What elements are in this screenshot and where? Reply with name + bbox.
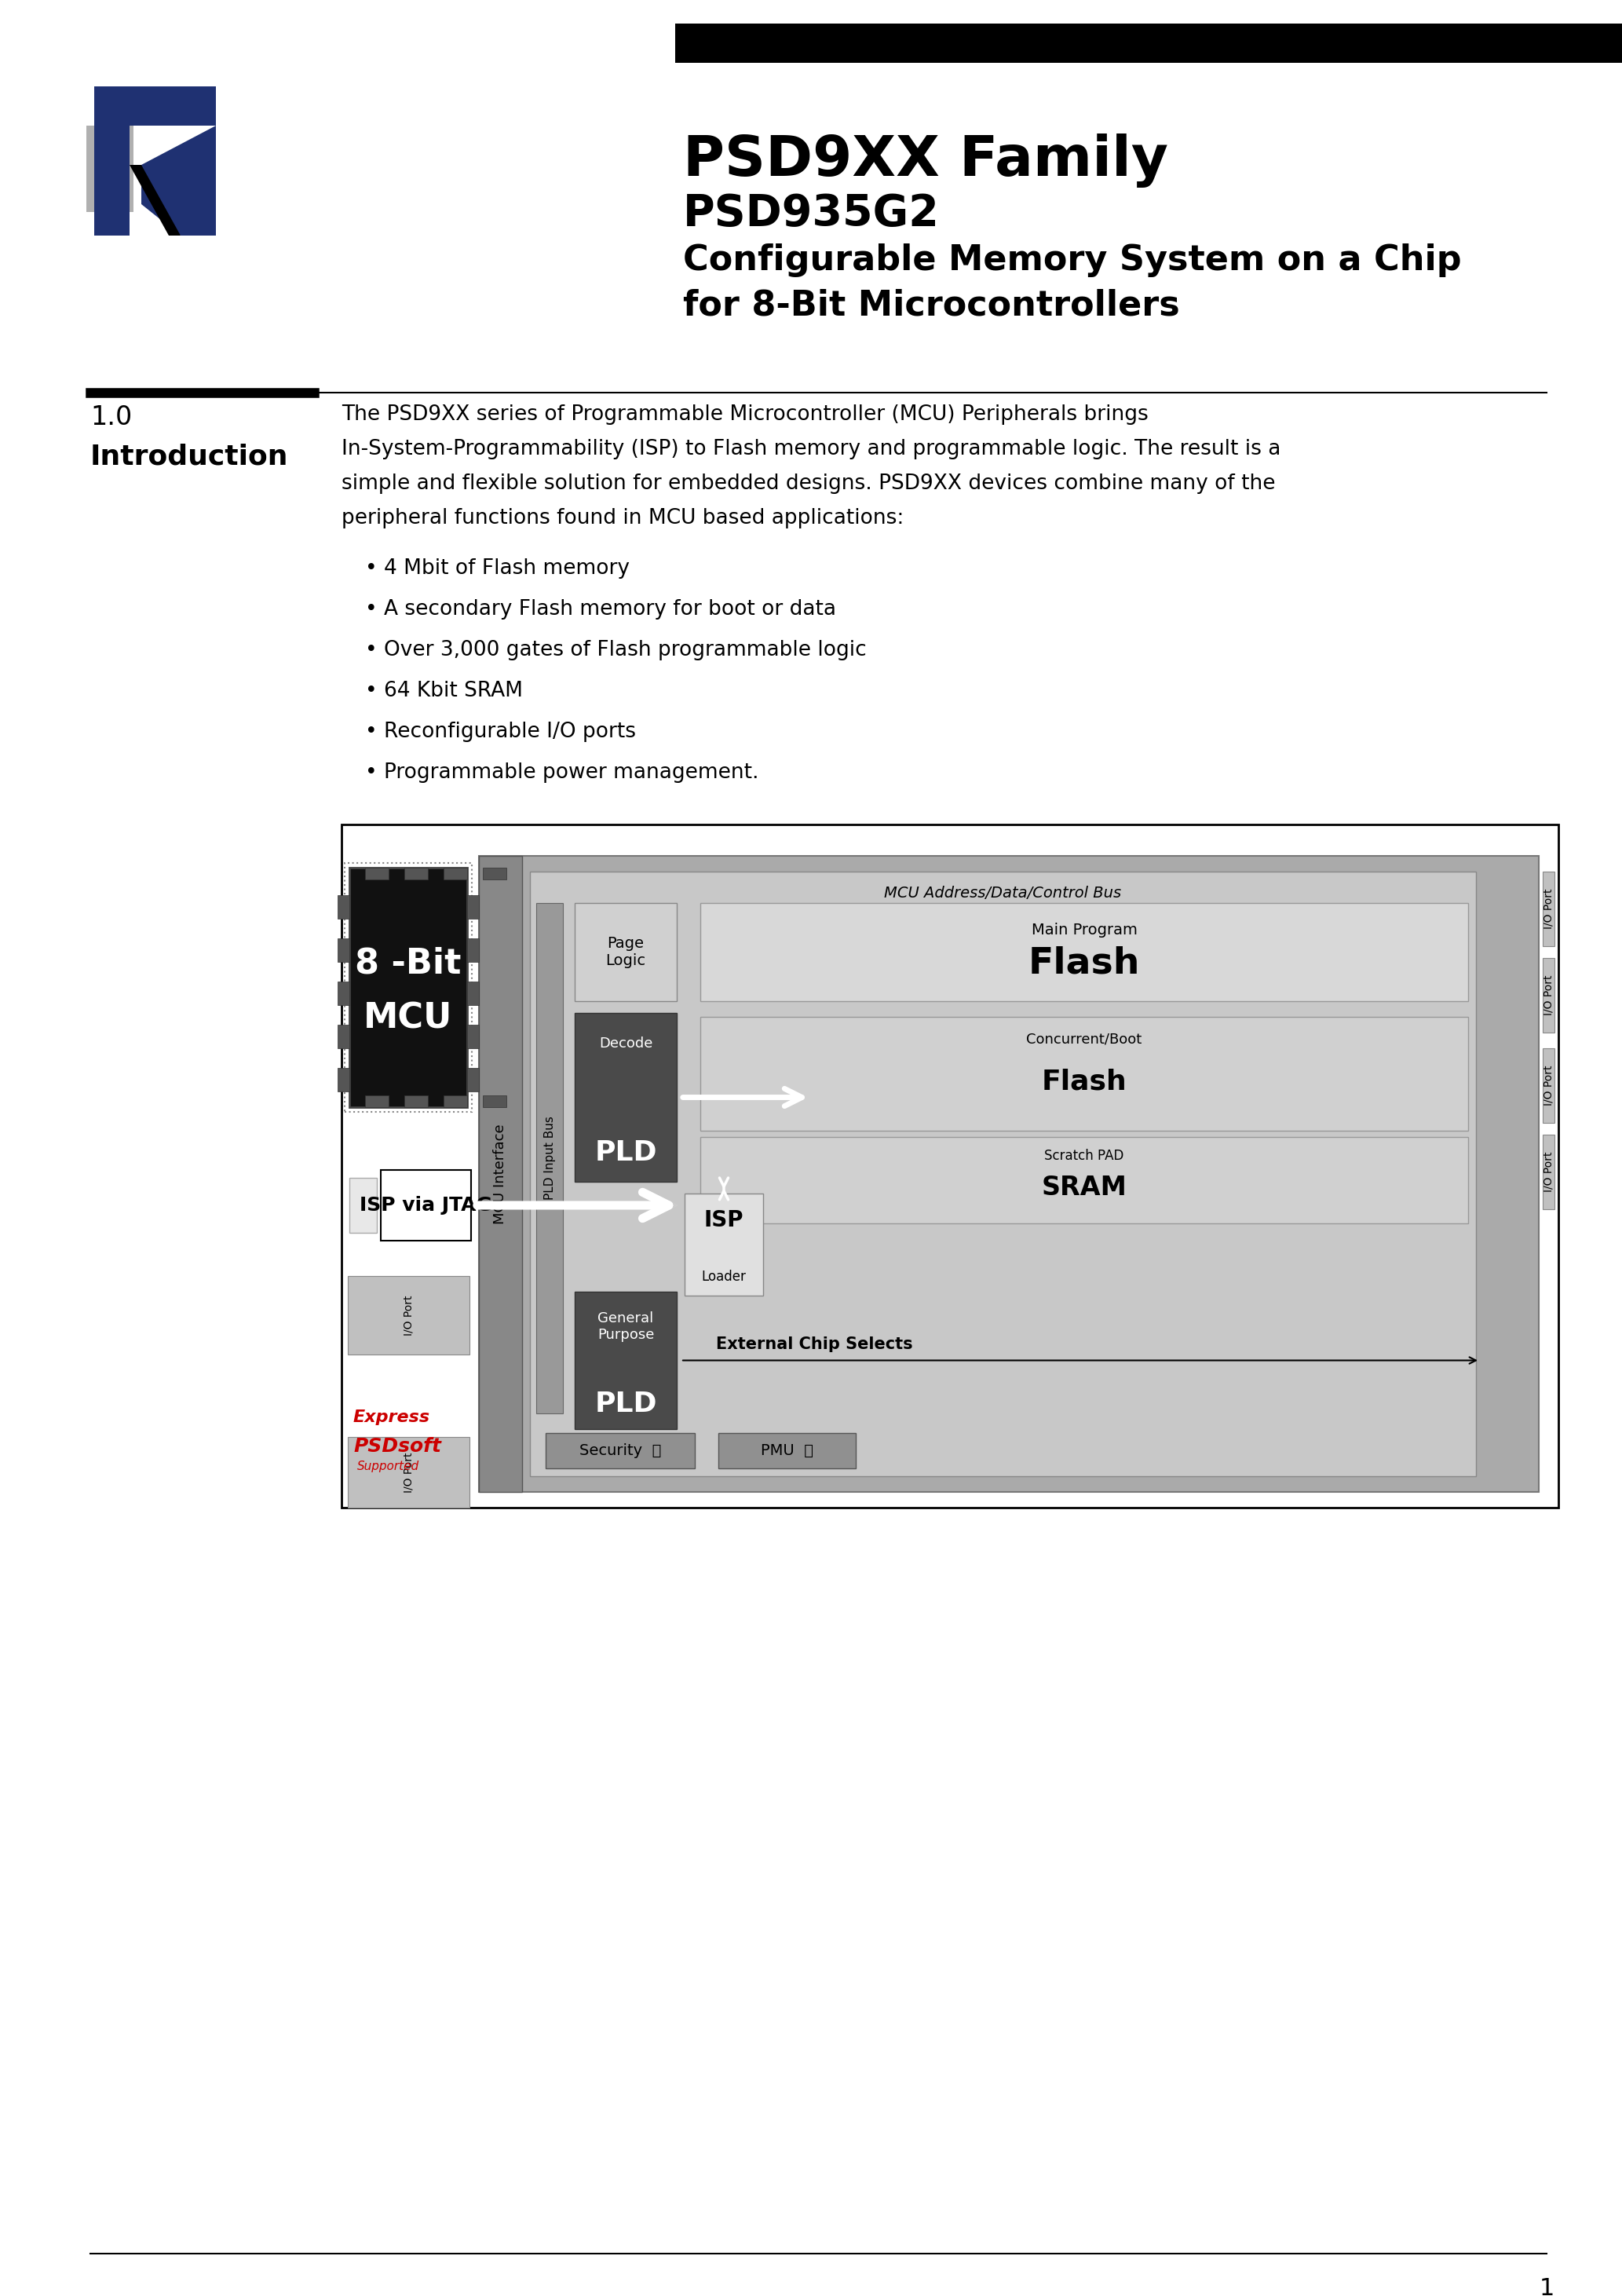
Bar	[467, 939, 478, 962]
Text: Main Program: Main Program	[1032, 923, 1137, 937]
Text: 8 -Bit: 8 -Bit	[355, 946, 461, 980]
Bar	[349, 868, 467, 1107]
Bar	[701, 902, 1468, 1001]
Bar	[337, 980, 349, 1006]
Bar	[467, 1024, 478, 1049]
Bar	[347, 1277, 469, 1355]
Text: • 64 Kbit SRAM: • 64 Kbit SRAM	[365, 682, 522, 700]
Text: External Chip Selects: External Chip Selects	[715, 1336, 913, 1352]
Bar	[443, 868, 467, 879]
Text: PSD935G2: PSD935G2	[683, 193, 939, 234]
Bar	[701, 1137, 1468, 1224]
Text: I/O Port: I/O Port	[404, 1295, 414, 1336]
Bar	[478, 856, 1539, 1492]
Bar	[1543, 872, 1554, 946]
Text: I/O Port: I/O Port	[404, 1451, 414, 1492]
Text: Flash: Flash	[1028, 946, 1140, 980]
Bar	[337, 895, 349, 918]
Text: PLD Input Bus: PLD Input Bus	[543, 1116, 555, 1201]
Text: PLD: PLD	[595, 1139, 657, 1166]
Bar	[342, 824, 1559, 1508]
Text: MCU Address/Data/Control Bus: MCU Address/Data/Control Bus	[884, 886, 1121, 900]
Text: for 8-Bit Microcontrollers: for 8-Bit Microcontrollers	[683, 289, 1179, 324]
Bar	[467, 980, 478, 1006]
Bar	[478, 856, 522, 1492]
Text: Introduction: Introduction	[91, 443, 289, 471]
Text: • A secondary Flash memory for boot or data: • A secondary Flash memory for boot or d…	[365, 599, 835, 620]
Bar	[337, 1068, 349, 1091]
Bar	[404, 868, 428, 879]
Text: ISP: ISP	[704, 1210, 743, 1231]
Polygon shape	[141, 126, 216, 236]
Text: 1: 1	[1539, 2278, 1554, 2296]
Bar	[684, 1194, 762, 1295]
Bar	[675, 23, 1622, 62]
Bar	[344, 863, 472, 1111]
Text: Loader: Loader	[702, 1270, 746, 1283]
Text: • Reconfigurable I/O ports: • Reconfigurable I/O ports	[365, 721, 636, 742]
Bar	[1543, 957, 1554, 1033]
Text: The PSD9XX series of Programmable Microcontroller (MCU) Peripherals brings: The PSD9XX series of Programmable Microc…	[342, 404, 1148, 425]
Text: PSD9XX Family: PSD9XX Family	[683, 133, 1168, 188]
Text: I/O Port: I/O Port	[1543, 889, 1554, 930]
Text: PLD: PLD	[595, 1391, 657, 1417]
Bar	[86, 126, 133, 211]
Bar	[347, 1437, 469, 1508]
Bar	[365, 868, 389, 879]
Bar	[467, 1068, 478, 1091]
Bar	[443, 1095, 467, 1107]
Text: Page
Logic: Page Logic	[605, 937, 646, 969]
Text: I/O Port: I/O Port	[1543, 1065, 1554, 1107]
Text: Configurable Memory System on a Chip: Configurable Memory System on a Chip	[683, 243, 1461, 278]
Bar	[545, 1433, 694, 1469]
Bar	[404, 1095, 428, 1107]
Bar	[349, 1178, 376, 1233]
Text: • 4 Mbit of Flash memory: • 4 Mbit of Flash memory	[365, 558, 629, 579]
Polygon shape	[130, 165, 180, 236]
Text: peripheral functions found in MCU based applications:: peripheral functions found in MCU based …	[342, 507, 903, 528]
Text: Supported: Supported	[357, 1460, 420, 1472]
Text: • Over 3,000 gates of Flash programmable logic: • Over 3,000 gates of Flash programmable…	[365, 641, 866, 661]
Bar	[94, 87, 216, 126]
Text: Concurrent/Boot: Concurrent/Boot	[1027, 1033, 1142, 1047]
Bar	[719, 1433, 856, 1469]
Text: MCU Interface: MCU Interface	[493, 1123, 508, 1224]
Bar	[381, 1171, 470, 1240]
Text: MCU: MCU	[363, 1001, 453, 1035]
Bar	[574, 1013, 676, 1182]
Text: 1.0: 1.0	[91, 404, 131, 429]
Bar	[483, 1095, 506, 1107]
Bar	[1543, 1134, 1554, 1210]
Text: Flash: Flash	[1041, 1068, 1127, 1095]
Text: Decode: Decode	[599, 1035, 652, 1052]
Bar	[1543, 1049, 1554, 1123]
Text: I/O Port: I/O Port	[1543, 1153, 1554, 1192]
Text: PSDsoft: PSDsoft	[354, 1437, 441, 1456]
Text: • Programmable power management.: • Programmable power management.	[365, 762, 759, 783]
Text: simple and flexible solution for embedded designs. PSD9XX devices combine many o: simple and flexible solution for embedde…	[342, 473, 1275, 494]
Text: General
Purpose: General Purpose	[597, 1311, 654, 1341]
Text: I/O Port: I/O Port	[1543, 976, 1554, 1015]
Text: PMU  💻: PMU 💻	[761, 1444, 813, 1458]
Bar	[337, 1024, 349, 1049]
Bar	[701, 1017, 1468, 1130]
Text: In-System-Programmability (ISP) to Flash memory and programmable logic. The resu: In-System-Programmability (ISP) to Flash…	[342, 439, 1281, 459]
Bar	[365, 1095, 389, 1107]
Text: Express: Express	[354, 1410, 430, 1426]
Bar	[337, 939, 349, 962]
Text: Security  🔒: Security 🔒	[579, 1444, 662, 1458]
Bar	[483, 868, 506, 879]
Bar	[94, 126, 130, 236]
Bar	[467, 895, 478, 918]
Bar	[530, 872, 1476, 1476]
Bar	[574, 1293, 676, 1428]
Text: Scratch PAD: Scratch PAD	[1045, 1148, 1124, 1162]
Bar	[537, 902, 563, 1414]
Text: SRAM: SRAM	[1041, 1176, 1127, 1201]
Bar	[574, 902, 676, 1001]
Text: ISP via JTAG: ISP via JTAG	[360, 1196, 493, 1215]
